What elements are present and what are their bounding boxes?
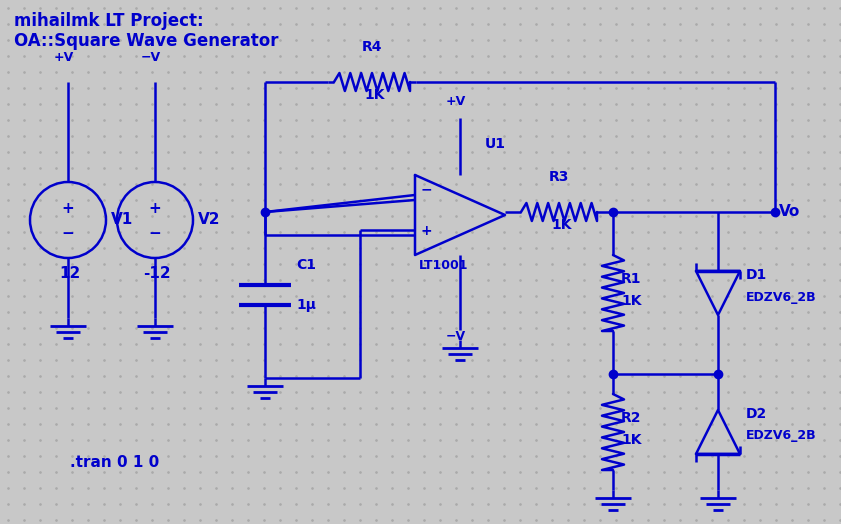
Text: 1K: 1K bbox=[364, 88, 384, 102]
Text: R3: R3 bbox=[549, 170, 569, 184]
Text: V2: V2 bbox=[198, 213, 220, 227]
Text: −V: −V bbox=[141, 51, 161, 64]
Text: 1μ: 1μ bbox=[296, 298, 316, 312]
Text: -12: -12 bbox=[143, 266, 171, 281]
Text: OA::Square Wave Generator: OA::Square Wave Generator bbox=[14, 32, 278, 50]
Text: .tran 0 1 0: .tran 0 1 0 bbox=[70, 455, 159, 470]
Text: 1K: 1K bbox=[621, 294, 642, 308]
Text: +V: +V bbox=[54, 51, 74, 64]
Text: −V: −V bbox=[446, 330, 466, 343]
Text: EDZV6_2B: EDZV6_2B bbox=[746, 290, 817, 303]
Text: Vo: Vo bbox=[779, 204, 801, 220]
Text: −: − bbox=[149, 226, 161, 241]
Text: R2: R2 bbox=[621, 411, 642, 425]
Text: −: − bbox=[421, 182, 432, 196]
Text: +: + bbox=[61, 201, 74, 216]
Text: D2: D2 bbox=[746, 407, 767, 421]
Text: C1: C1 bbox=[296, 258, 316, 272]
Text: 12: 12 bbox=[60, 266, 81, 281]
Text: +: + bbox=[149, 201, 161, 216]
Text: R1: R1 bbox=[621, 272, 642, 286]
Text: 1K: 1K bbox=[621, 433, 642, 447]
Text: D1: D1 bbox=[746, 268, 767, 282]
Text: +: + bbox=[421, 224, 432, 238]
Text: R4: R4 bbox=[362, 40, 383, 54]
Text: 1K: 1K bbox=[551, 218, 572, 232]
Text: LT1001: LT1001 bbox=[419, 259, 468, 272]
Text: mihailmk LT Project:: mihailmk LT Project: bbox=[14, 12, 204, 30]
Text: −: − bbox=[61, 226, 74, 241]
Text: +V: +V bbox=[446, 95, 466, 108]
Text: U1: U1 bbox=[485, 137, 506, 151]
Text: V1: V1 bbox=[111, 213, 133, 227]
Text: EDZV6_2B: EDZV6_2B bbox=[746, 430, 817, 442]
